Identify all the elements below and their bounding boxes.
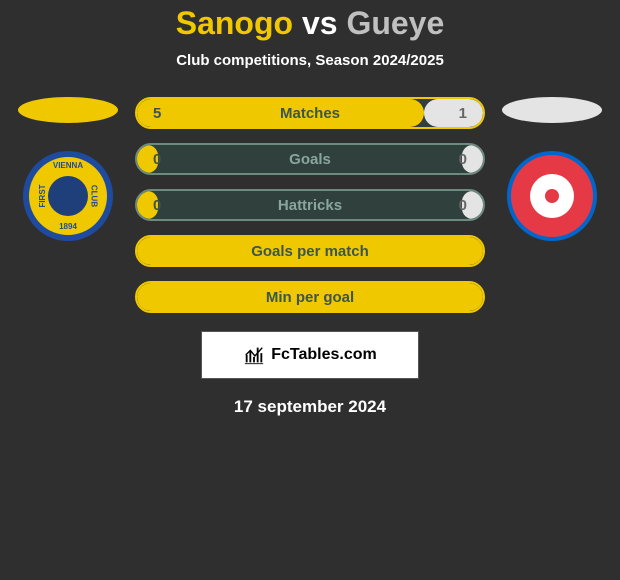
- date-text: 17 september 2024: [0, 397, 620, 417]
- left-club-logo: VIENNA 1894 FIRST CLUB: [23, 151, 113, 241]
- bar-label: Hattricks: [137, 197, 483, 214]
- logo-swirl: [530, 174, 574, 218]
- stat-bar: Hattricks0 0: [135, 189, 485, 221]
- bar-label: Min per goal: [137, 289, 483, 306]
- stat-bar: Min per goal: [135, 281, 485, 313]
- bar-label: Matches: [137, 105, 483, 122]
- left-oval-marker: [18, 97, 118, 123]
- bar-value-left: 5: [153, 105, 161, 122]
- bar-label: Goals: [137, 151, 483, 168]
- logo-inner-shape: [48, 176, 88, 216]
- logo-center-dot: [545, 189, 559, 203]
- title-player-right: Gueye: [346, 5, 444, 41]
- subtitle: Club competitions, Season 2024/2025: [0, 52, 620, 69]
- bar-label: Goals per match: [137, 243, 483, 260]
- comparison-widget: Sanogo vs Gueye Club competitions, Seaso…: [0, 0, 620, 417]
- branding-box[interactable]: FcTables.com: [201, 331, 419, 379]
- title-vs: vs: [302, 5, 338, 41]
- chart-icon: [243, 344, 265, 366]
- bar-value-left: 0: [153, 197, 161, 214]
- right-oval-marker: [502, 97, 602, 123]
- right-club-logo: [507, 151, 597, 241]
- logo-text: CLUB: [89, 185, 98, 207]
- bar-value-left: 0: [153, 151, 161, 168]
- page-title: Sanogo vs Gueye: [0, 5, 620, 42]
- stat-bar: Matches5 1: [135, 97, 485, 129]
- stats-bars: Matches51Goals00Hattricks00Goals per mat…: [135, 97, 485, 313]
- stat-bar: Goals0 0: [135, 143, 485, 175]
- bar-value-right: 0: [459, 197, 467, 214]
- bar-value-right: 1: [459, 105, 467, 122]
- logo-text: VIENNA: [53, 161, 83, 170]
- title-player-left: Sanogo: [176, 5, 293, 41]
- bar-value-right: 0: [459, 151, 467, 168]
- logo-year: 1894: [59, 222, 77, 231]
- stat-bar: Goals per match: [135, 235, 485, 267]
- right-side: [497, 97, 607, 241]
- branding-text: FcTables.com: [271, 346, 377, 364]
- left-side: VIENNA 1894 FIRST CLUB: [13, 97, 123, 241]
- content-row: VIENNA 1894 FIRST CLUB Matches51Goals00H…: [0, 97, 620, 313]
- logo-text: FIRST: [38, 184, 47, 207]
